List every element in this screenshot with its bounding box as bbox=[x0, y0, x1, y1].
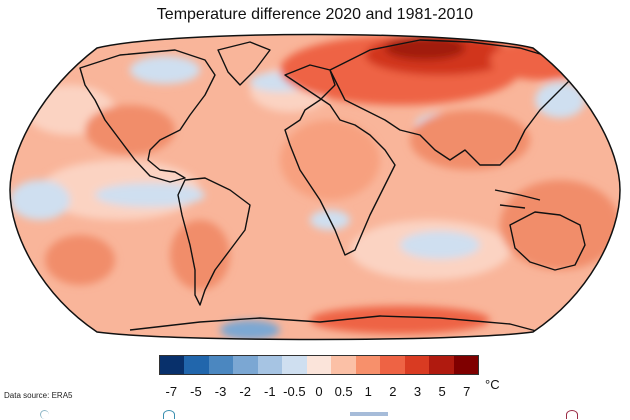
cool-anomaly-region bbox=[95, 183, 205, 207]
colorbar-tick-label: -7 bbox=[165, 384, 178, 399]
warm-anomaly-region bbox=[310, 306, 490, 334]
colorbar-swatch bbox=[331, 356, 356, 374]
colorbar-tick-label: 7 bbox=[463, 384, 471, 399]
europe-africa-outline bbox=[284, 64, 396, 256]
colorbar-swatch bbox=[160, 356, 185, 374]
hot-anomaly-region bbox=[385, 36, 465, 60]
cool-anomaly-region bbox=[10, 180, 70, 220]
warm-anomaly-region bbox=[280, 120, 380, 200]
warm-anomaly-region bbox=[500, 180, 620, 270]
colorbar-swatch bbox=[453, 356, 479, 374]
colorbar-tick-label: 1 bbox=[364, 384, 372, 399]
colorbar-swatch bbox=[257, 356, 283, 374]
colorbar-tick-label: 3 bbox=[413, 384, 422, 399]
colorbar-tick-label: 0 bbox=[315, 384, 323, 399]
indonesia-outline bbox=[494, 189, 541, 209]
colorbar-swatch bbox=[208, 356, 234, 374]
colorbar-swatch bbox=[429, 356, 454, 374]
warm-anomaly-region bbox=[170, 220, 230, 290]
north-america-outline bbox=[79, 49, 216, 183]
data-source-label: Data source: ERA5 bbox=[4, 391, 73, 400]
colorbar-swatch bbox=[306, 356, 332, 374]
antarctica-outline bbox=[129, 315, 541, 333]
logo-left-icon bbox=[40, 410, 49, 419]
colorbar-swatch bbox=[233, 356, 258, 374]
globe-border bbox=[9, 33, 621, 341]
colorbar-tick-label: 0.5 bbox=[334, 384, 353, 399]
logo-right-icon bbox=[566, 410, 578, 419]
cool-anomaly-region bbox=[400, 231, 480, 259]
warm-anomaly-region bbox=[410, 110, 530, 170]
colorbar-unit-label: °C bbox=[485, 377, 500, 392]
logo-center-text-icon bbox=[350, 412, 388, 416]
coastlines bbox=[79, 39, 586, 333]
logo-center-left-icon bbox=[163, 410, 175, 419]
colorbar-tick-label: -2 bbox=[239, 384, 251, 399]
colorbar-tick-label: 2 bbox=[389, 384, 397, 399]
colorbar-tick-label: -1 bbox=[263, 384, 276, 399]
asia-outline bbox=[329, 39, 571, 166]
warm-anomaly-region bbox=[85, 105, 175, 155]
south-america-outline bbox=[177, 177, 251, 306]
colorbar-tick-label: 5 bbox=[438, 384, 446, 399]
map-title: Temperature difference 2020 and 1981-201… bbox=[156, 6, 474, 23]
cool-anomaly-region bbox=[130, 56, 200, 84]
colorbar-swatch bbox=[184, 356, 209, 374]
warm-anomaly-region bbox=[45, 235, 115, 285]
colorbar-tick-label: -5 bbox=[190, 384, 202, 399]
colorbar-swatch bbox=[380, 356, 405, 374]
temperature-anomaly-map bbox=[9, 33, 621, 341]
australia-outline bbox=[509, 211, 586, 271]
colorbar-tick-label: -3 bbox=[214, 384, 227, 399]
colorbar-tick-label: -0.5 bbox=[283, 384, 306, 399]
greenland-outline bbox=[217, 41, 271, 86]
colorbar-swatch bbox=[404, 356, 430, 374]
cool-anomaly-region bbox=[220, 320, 280, 340]
colorbar-swatch bbox=[282, 356, 307, 374]
colorbar-swatch bbox=[355, 356, 381, 374]
cool-anomaly-region bbox=[535, 82, 585, 118]
anomaly-field bbox=[10, 34, 620, 340]
colorbar bbox=[159, 355, 479, 375]
